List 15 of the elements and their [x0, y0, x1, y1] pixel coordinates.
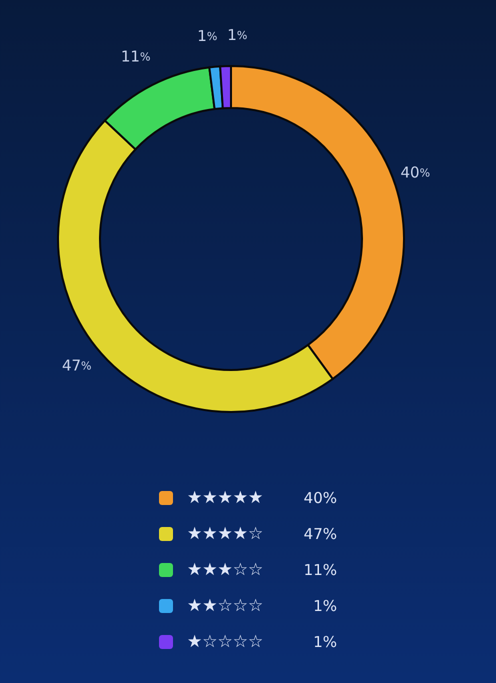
legend-label: ★★★☆☆: [187, 560, 264, 580]
text: 40%: [304, 489, 337, 507]
text: 1%: [313, 597, 337, 615]
data-label: 11%: [120, 48, 150, 66]
legend-label: ★★☆☆☆: [187, 596, 264, 616]
legend-label: ★★★★★: [187, 488, 264, 508]
data-label: 47%: [302, 525, 337, 543]
data-label: 1%: [227, 26, 248, 44]
text: 1%: [313, 633, 337, 651]
text: 47%: [62, 356, 92, 375]
slice-label: ★★★★☆: [187, 524, 264, 544]
legend-label: ★☆☆☆☆: [187, 632, 264, 652]
text: 11%: [304, 561, 337, 579]
data-label: 1%: [197, 26, 218, 45]
data-label: 40%: [400, 164, 430, 182]
